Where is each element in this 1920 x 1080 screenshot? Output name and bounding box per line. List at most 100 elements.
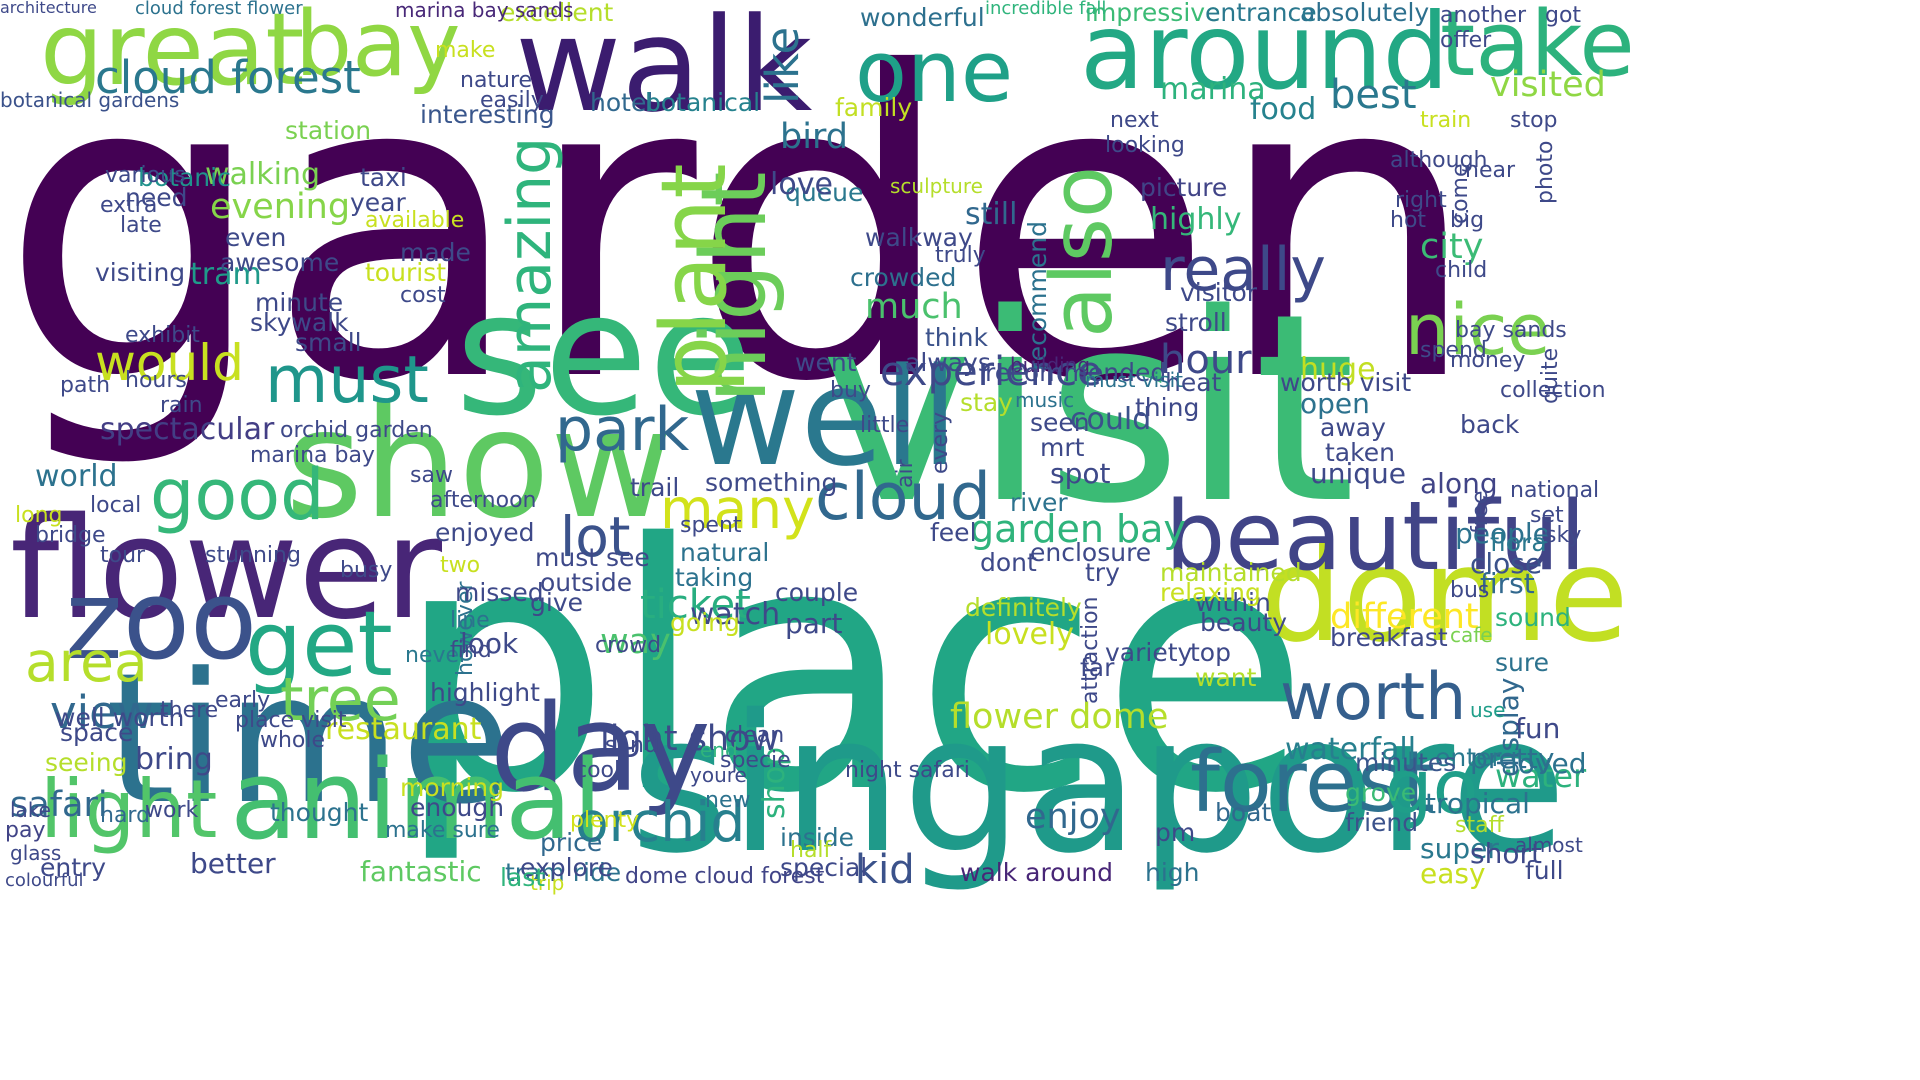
word-cloud-word: near (1465, 158, 1516, 183)
word-cloud-word: river (1010, 488, 1068, 517)
word-cloud-word: skywalk (250, 308, 349, 337)
word-cloud-word: different (1330, 597, 1479, 637)
word-cloud-word: pm (1155, 818, 1196, 847)
word-cloud-word: want (1195, 663, 1257, 692)
word-cloud-word: highlight (430, 678, 540, 707)
word-cloud-word: missed (455, 578, 544, 607)
word-cloud-word: going (670, 608, 740, 637)
word-cloud-word: work (145, 798, 199, 823)
word-cloud-word: still (965, 197, 1018, 232)
word-cloud-word: light show (600, 719, 780, 759)
word-cloud-word: look (460, 627, 519, 660)
word-cloud-word: walkway (865, 223, 973, 252)
word-cloud-word: enjoy (1025, 797, 1121, 837)
word-cloud-word: space (60, 718, 134, 747)
word-cloud-word: take (1440, 0, 1635, 97)
word-cloud-word: every (928, 411, 953, 474)
word-cloud-word: bay (295, 0, 461, 97)
word-cloud-word: enter (1435, 743, 1502, 772)
word-cloud-word: orchid (575, 790, 746, 854)
word-cloud-word: interesting (420, 100, 555, 129)
word-cloud-word: back (1460, 410, 1520, 439)
word-cloud-word: walk around (960, 858, 1114, 887)
word-cloud-word: orchid garden (280, 418, 433, 443)
word-cloud-word: garden (0, 0, 1481, 474)
word-cloud-word: cloud forest flower (135, 0, 303, 19)
word-cloud-word: tram ride (505, 858, 622, 887)
word-cloud-word: place (395, 472, 1310, 868)
word-cloud-word: food (1250, 92, 1317, 127)
word-cloud-word: try (1085, 558, 1120, 587)
word-cloud-word: recommended (985, 358, 1167, 387)
word-cloud-word: price (540, 828, 603, 857)
word-cloud-word: heat (1165, 368, 1222, 397)
word-cloud-word: absolutely (1300, 0, 1430, 27)
word-cloud-word: lake (10, 798, 51, 822)
word-cloud-word: colourful (5, 870, 84, 891)
word-cloud-word: path (60, 373, 111, 398)
word-cloud-word: local (90, 493, 142, 518)
word-cloud-word: bridge (35, 523, 106, 548)
word-cloud-word: like (756, 26, 809, 104)
word-cloud-word: spectacular (100, 412, 275, 447)
word-cloud-word: seen (1030, 408, 1090, 437)
word-cloud-word: definitely (965, 593, 1082, 622)
word-cloud-word: looking (1105, 133, 1185, 158)
word-cloud-word: botanic (138, 163, 231, 192)
word-cloud-word: safari (10, 785, 108, 825)
word-cloud-word: visitor (1180, 278, 1258, 307)
word-cloud-word: think (925, 323, 988, 352)
word-cloud-word: along (1420, 467, 1498, 500)
word-cloud-word: minutes (1355, 748, 1457, 777)
word-cloud-word: close (1470, 547, 1543, 580)
word-cloud-word: hotel (590, 88, 654, 117)
word-cloud-word: within (1195, 588, 1271, 617)
word-cloud-word: family (835, 93, 913, 122)
word-cloud-word: exhibit (125, 323, 200, 348)
word-cloud-word: almost (1515, 833, 1583, 857)
word-cloud-word: although (1390, 148, 1488, 173)
word-cloud-word: bird (780, 117, 848, 157)
word-cloud-word: maintained (1160, 558, 1302, 587)
word-cloud-word: highly (1150, 202, 1242, 237)
word-cloud-word: really (1160, 235, 1326, 305)
word-cloud-word: feel (930, 518, 977, 547)
word-cloud-word: easy (1420, 857, 1486, 890)
word-cloud-word: friend (1345, 808, 1419, 837)
word-cloud-word: couple (775, 578, 859, 607)
word-cloud-word: one (855, 23, 1014, 122)
word-cloud-word: taking (675, 563, 754, 592)
word-cloud-word: kid (855, 847, 915, 893)
word-cloud-word: crowd (595, 633, 662, 658)
word-cloud-word: saw (410, 463, 453, 488)
word-cloud-word: entrance (1205, 0, 1317, 27)
word-cloud-word: need (125, 183, 188, 212)
word-cloud-word: two (440, 553, 481, 578)
word-cloud-word: rain (160, 393, 203, 418)
word-cloud-word: thought (270, 798, 369, 827)
word-cloud-word: minute (255, 288, 344, 317)
word-cloud-word: last (500, 863, 546, 892)
word-cloud-word: people (1455, 517, 1550, 550)
word-cloud-word: ticket (640, 582, 751, 628)
word-cloud-word: fantastic (360, 855, 482, 888)
word-cloud-word: beautiful (1165, 482, 1586, 592)
word-cloud-word: another (1440, 3, 1527, 28)
word-cloud-word: available (365, 208, 465, 233)
word-cloud-word: forest (1190, 733, 1435, 832)
word-cloud-word: find (450, 638, 492, 663)
word-cloud-word: incredible fall (985, 0, 1107, 19)
word-cloud-word: hard (100, 803, 151, 828)
word-cloud-word: busy (340, 558, 393, 583)
word-cloud-word: place visit (235, 708, 347, 733)
word-cloud-word: night safari (845, 758, 970, 783)
word-cloud-word: great (40, 0, 305, 108)
word-cloud-word: music (1015, 388, 1075, 412)
word-cloud-word: day (490, 680, 711, 819)
word-cloud-word: cafe (1450, 623, 1493, 647)
word-cloud-word: much (865, 287, 963, 327)
word-cloud-word: water (1495, 757, 1587, 795)
word-cloud-word: enough (410, 793, 505, 822)
word-cloud-word: would (95, 334, 244, 392)
